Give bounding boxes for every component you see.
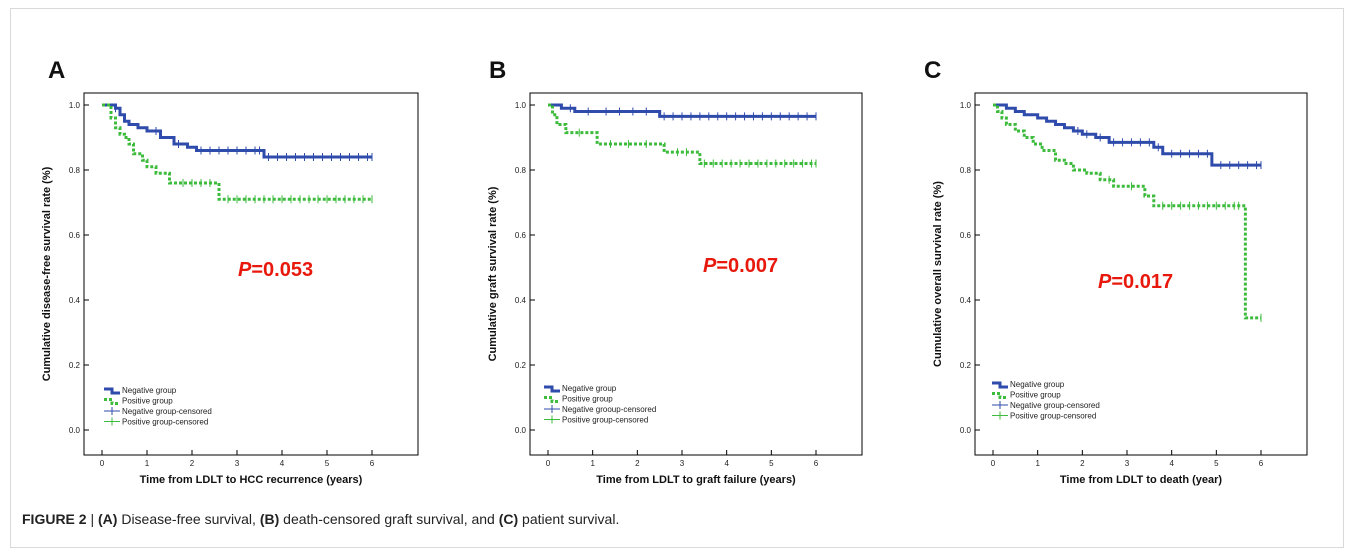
caption-label-c: (C) [498, 511, 519, 527]
p-symbol: P [703, 255, 717, 277]
x-tick-label: 2 [1080, 459, 1085, 468]
x-tick-label: 4 [280, 459, 285, 468]
x-tick-label: 0 [100, 459, 105, 468]
x-tick-label: 1 [145, 459, 150, 468]
y-tick-label: 1.0 [515, 101, 527, 110]
y-tick-label: 0.2 [960, 361, 972, 370]
y-tick-label: 0.0 [515, 426, 527, 435]
y-tick-label: 0.8 [69, 166, 81, 175]
y-tick-label: 0.2 [515, 361, 527, 370]
y-tick-label: 0.8 [960, 166, 972, 175]
y-tick-label: 0.4 [960, 296, 972, 305]
y-tick-label: 0.2 [69, 361, 81, 370]
legend-line-swatch [992, 392, 1008, 399]
y-axis-label: Cumulative disease-free survival rate (%… [41, 166, 53, 381]
figure-frame [10, 8, 1344, 548]
x-tick-label: 2 [190, 459, 195, 468]
y-tick-label: 0.0 [960, 426, 972, 435]
p-value: =0.017 [1111, 271, 1173, 293]
figure-caption: FIGURE 2 | (A) Disease-free survival, (B… [22, 511, 619, 527]
plot-frame [974, 92, 1308, 456]
x-tick-label: 2 [635, 459, 640, 468]
legend-label: Positive group [562, 395, 613, 404]
p-value-text: P=0.007 [703, 255, 778, 277]
y-tick-label: 0.8 [515, 166, 527, 175]
positive-survival-curve [993, 103, 1261, 320]
p-symbol: P [1098, 271, 1112, 293]
y-axis-label: Cumulative graft survival rate (%) [487, 186, 499, 361]
x-tick-label: 3 [680, 459, 685, 468]
p-value-text: P=0.017 [1098, 271, 1173, 293]
chart-panel-b: B 0.0 0.2 0.4 0.6 0.8 1.0 0 1 2 3 4 5 6 Time from LDLT… [487, 57, 863, 486]
y-tick-label: 0.4 [515, 296, 527, 305]
legend-label: Positive group-censored [1010, 412, 1096, 421]
panel-label: A [48, 57, 65, 84]
legend-label: Positive group-censored [122, 418, 208, 427]
legend-label: Positive group [1010, 391, 1061, 400]
x-tick-label: 4 [724, 459, 729, 468]
y-tick-label: 0.6 [69, 231, 81, 240]
y-tick-label: 0.6 [960, 231, 972, 240]
x-tick-label: 0 [991, 459, 996, 468]
x-tick-label: 6 [1259, 459, 1264, 468]
negative-survival-curve [102, 103, 372, 159]
x-tick-label: 1 [1035, 459, 1040, 468]
x-tick-label: 1 [590, 459, 595, 468]
legend-label: Negative group [562, 384, 617, 393]
plot-frame [83, 92, 419, 456]
panel-label: B [489, 57, 506, 84]
plot-frame [529, 92, 863, 456]
x-axis-label: Time from LDLT to death (year) [1060, 474, 1223, 486]
negative-survival-curve [993, 103, 1261, 167]
legend-label: Negative group-censored [1010, 401, 1100, 410]
caption-text-a: Disease-free survival, [117, 511, 260, 527]
p-value-text: P=0.053 [238, 259, 313, 281]
legend-line-swatch [104, 398, 120, 405]
x-tick-label: 6 [814, 459, 819, 468]
x-tick-label: 3 [235, 459, 240, 468]
chart-panel-a: A 0.0 0.2 0.4 0.6 0.8 1.0 0 1 2 3 4 5 6 Time from LDLT… [41, 57, 419, 486]
y-tick-label: 0.0 [69, 426, 81, 435]
negative-survival-curve [548, 103, 816, 118]
caption-label-a: (A) [98, 511, 118, 527]
legend-line-swatch [544, 396, 560, 403]
legend-line-swatch [104, 387, 120, 395]
legend-label: Negative group [1010, 380, 1065, 389]
x-tick-label: 0 [546, 459, 551, 468]
legend-label: Negative grooup-censored [562, 405, 656, 414]
caption-text-b: death-censored graft survival, and [279, 511, 499, 527]
x-tick-label: 6 [370, 459, 375, 468]
y-axis-label: Cumulative overall survival rate (%) [932, 181, 944, 367]
y-tick-label: 0.6 [515, 231, 527, 240]
p-value: =0.007 [716, 255, 778, 277]
x-tick-label: 3 [1125, 459, 1130, 468]
caption-separator: | [86, 511, 98, 527]
legend-label: Positive group [122, 397, 173, 406]
x-tick-label: 4 [1169, 459, 1174, 468]
legend-label: Positive group-censored [562, 416, 648, 425]
legend-label: Negative group [122, 386, 177, 395]
caption-label-b: (B) [259, 511, 280, 527]
y-tick-label: 1.0 [960, 101, 972, 110]
x-tick-label: 5 [769, 459, 774, 468]
y-tick-label: 1.0 [69, 101, 81, 110]
p-value: =0.053 [251, 259, 313, 281]
x-axis-label: Time from LDLT to HCC recurrence (years) [140, 474, 363, 486]
legend-line-swatch [544, 385, 560, 393]
y-tick-label: 0.4 [69, 296, 81, 305]
panel-label: C [924, 57, 941, 84]
caption-figure-label: FIGURE 2 [22, 511, 87, 527]
p-symbol: P [238, 259, 252, 281]
legend-label: Negative group-censored [122, 407, 212, 416]
x-tick-label: 5 [325, 459, 330, 468]
x-axis-label: Time from LDLT to graft failure (years) [596, 474, 796, 486]
legend-line-swatch [992, 381, 1008, 389]
x-tick-label: 5 [1214, 459, 1219, 468]
positive-survival-curve [548, 103, 816, 165]
chart-panel-c: C 0.0 0.2 0.4 0.6 0.8 1.0 0 1 2 3 4 5 6 Time from LDLT… [924, 57, 1308, 486]
positive-survival-curve [102, 103, 372, 201]
caption-text-c: patient survival. [518, 511, 620, 527]
